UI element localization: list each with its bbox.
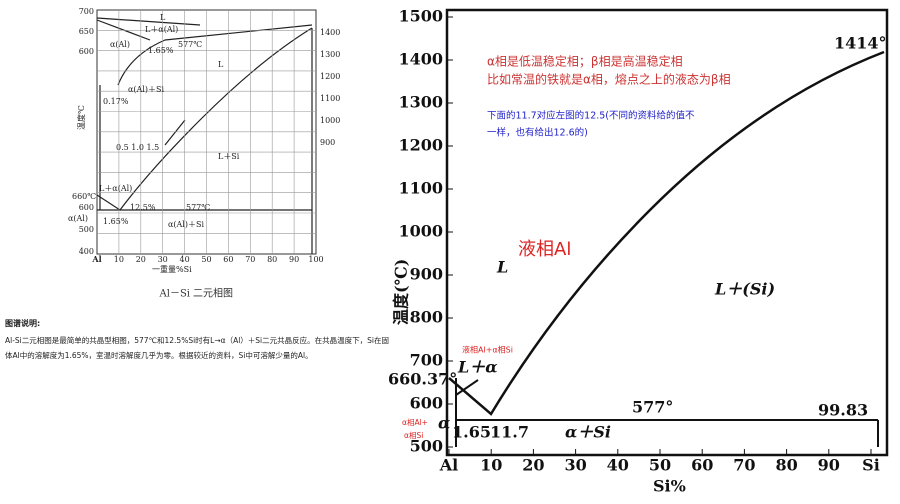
region-label: L: [160, 13, 166, 22]
region-label: α(Al)＋Si: [128, 85, 164, 94]
x-tick-label: 100: [308, 255, 323, 264]
x-tick-label: 90: [818, 456, 840, 475]
region-label: L: [496, 258, 508, 277]
x-tick-label: Al: [439, 456, 459, 475]
solidus: [455, 378, 879, 447]
x-tick-label: 80: [267, 255, 277, 264]
y-tick-label: 600: [79, 203, 94, 212]
note: 比如常温的铁就是α相，熔点之上的液态为β相: [487, 72, 731, 87]
x-tick-label: 60: [223, 255, 233, 264]
y-tick-label: 700: [410, 351, 443, 370]
region-label: 1414°: [834, 34, 887, 53]
region-label: 1.65%: [148, 46, 174, 55]
region-label: 0.5 1.0 1.5: [116, 143, 159, 152]
note: 液相Al+α相Si: [462, 345, 513, 355]
region-label: L＋α(Al): [145, 25, 178, 34]
y-tick-label: 900: [410, 265, 443, 284]
y-tick-label: 1200: [398, 136, 443, 155]
x-tick-label: 60: [691, 456, 713, 475]
y-tick-label: 400: [79, 247, 94, 256]
region-label: L＋α(Al): [99, 184, 132, 193]
x-tick-label: 50: [201, 255, 211, 264]
x-tick-label: 20: [522, 456, 544, 475]
region-label: L＋(Si): [714, 280, 775, 299]
region-label: 0.17%: [103, 97, 129, 106]
y-tick-label: 1400: [398, 50, 443, 69]
x-tick-label: 30: [564, 456, 586, 475]
y-tick-label: 600: [79, 47, 94, 56]
x-tick-label: 90: [289, 255, 299, 264]
right-tick-label: 1200: [320, 72, 340, 81]
description-text: Al-Si二元相图是最简单的共晶型相图，577℃和12.5%Si时有L→α（Al…: [5, 336, 389, 360]
x-tick-label: 40: [607, 456, 629, 475]
x-tick-label: 30: [158, 255, 168, 264]
x-tick-label: 10: [480, 456, 502, 475]
y-tick-label: 1100: [398, 179, 443, 198]
y-tick-label: 1300: [398, 93, 443, 112]
left-diagram: 一重量%Si 温度℃ Al－Si 二元相图 700650600600500400…: [68, 7, 340, 300]
description: 图谱说明: Al-Si二元相图是最简单的共晶型相图，577℃和12.5%Si时有…: [5, 316, 390, 363]
x-tick-label: 70: [245, 255, 255, 264]
region-label: 660.37°: [388, 370, 457, 389]
y-tick-label: 800: [410, 308, 443, 327]
right-diagram: Si% 温度(℃) α相是低温稳定相；β相是高温稳定相 比如常温的铁就是α相，熔…: [388, 7, 889, 496]
left-curves: [96, 17, 313, 254]
note: 一样，也有给出12.6的): [487, 127, 588, 139]
y-tick-label: 500: [79, 225, 94, 234]
description-heading: 图谱说明:: [5, 319, 41, 328]
right-tick-label: 1400: [320, 28, 340, 37]
note: 下面的11.7对应左图的12.5(不同的资料给的值不: [487, 110, 695, 122]
note: α相是低温稳定相；β相是高温稳定相: [487, 54, 683, 69]
right-tick-label: 1000: [320, 116, 340, 125]
x-tick-label: 80: [775, 456, 797, 475]
y-tick-label: 1500: [398, 7, 443, 26]
region-label: 577℃: [178, 40, 202, 49]
region-label: 11.7: [490, 423, 529, 442]
y-tick-label: 650: [79, 27, 94, 36]
note: α相Si: [404, 430, 423, 440]
x-tick-label: Si: [862, 456, 880, 475]
region-label: 577℃: [186, 203, 210, 212]
region-label: 1.65%: [103, 217, 129, 226]
right-y-label: 温度(℃): [392, 259, 411, 326]
left-x-label: 一重量%Si: [152, 264, 192, 274]
region-label: 577°: [632, 398, 673, 417]
right-tick-label: 1300: [320, 50, 340, 59]
region-label: α(Al): [68, 214, 88, 223]
x-tick-label: 70: [733, 456, 755, 475]
y-tick-label: 500: [410, 437, 443, 456]
region-label: L＋α: [457, 358, 498, 377]
right-x-label: Si%: [653, 477, 686, 496]
right-tick-label: 900: [320, 138, 335, 147]
left-y-label: 温度℃: [76, 105, 86, 130]
y-tick-label: 600: [410, 394, 443, 413]
note: α相Al+: [402, 417, 428, 427]
x-tick-label: 40: [180, 255, 190, 264]
region-label: 1.65: [452, 423, 491, 442]
x-tick-label: Al: [91, 254, 101, 264]
x-tick-label: 10: [114, 255, 124, 264]
x-tick-label: 50: [649, 456, 671, 475]
note: 液相Al: [518, 239, 571, 260]
region-label: 99.83: [818, 401, 868, 420]
region-label: α＋Si: [565, 423, 611, 442]
region-label: 12.5%: [130, 203, 156, 212]
region-label: α(Al)＋Si: [168, 220, 204, 229]
liquidus: [448, 50, 885, 416]
y-tick-label: 700: [79, 7, 94, 16]
left-caption: 二元相图: [193, 287, 233, 300]
region-label: L: [218, 60, 224, 69]
region-label: α(Al): [110, 40, 130, 49]
right-tick-label: 1100: [320, 94, 340, 103]
region-label: α: [438, 414, 450, 433]
region-label: L＋Si: [218, 152, 240, 161]
region-label: 660℃: [72, 192, 96, 201]
left-caption-prefix: Al－Si: [159, 289, 190, 300]
x-tick-label: 20: [136, 255, 146, 264]
y-tick-label: 1000: [398, 222, 443, 241]
